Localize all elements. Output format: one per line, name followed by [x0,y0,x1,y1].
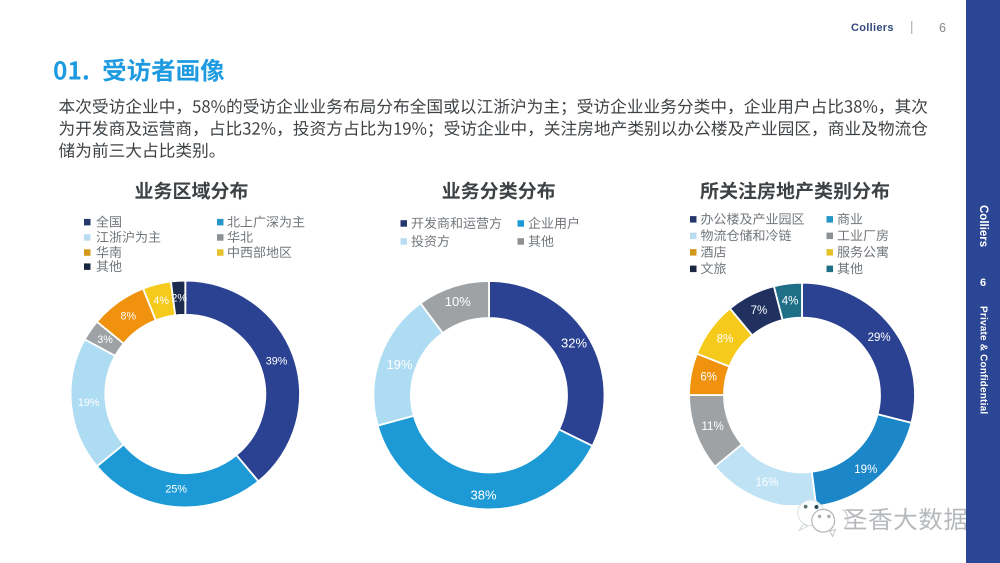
svg-text:8%: 8% [717,334,734,346]
svg-text:10%: 10% [445,294,471,309]
svg-text:11%: 11% [702,421,724,433]
svg-text:16%: 16% [755,477,778,489]
svg-text:32%: 32% [561,336,587,351]
svg-text:29%: 29% [868,332,891,344]
svg-text:7%: 7% [751,305,768,317]
svg-text:19%: 19% [854,464,877,476]
svg-text:38%: 38% [470,488,496,503]
svg-text:39%: 39% [266,356,288,368]
svg-text:19%: 19% [78,397,100,409]
svg-text:8%: 8% [120,310,136,322]
svg-text:2%: 2% [171,292,187,304]
svg-text:4%: 4% [782,295,799,307]
svg-text:25%: 25% [165,484,187,496]
svg-text:4%: 4% [153,295,169,307]
svg-text:3%: 3% [97,334,113,346]
svg-text:19%: 19% [386,357,412,372]
svg-text:6%: 6% [700,371,717,383]
